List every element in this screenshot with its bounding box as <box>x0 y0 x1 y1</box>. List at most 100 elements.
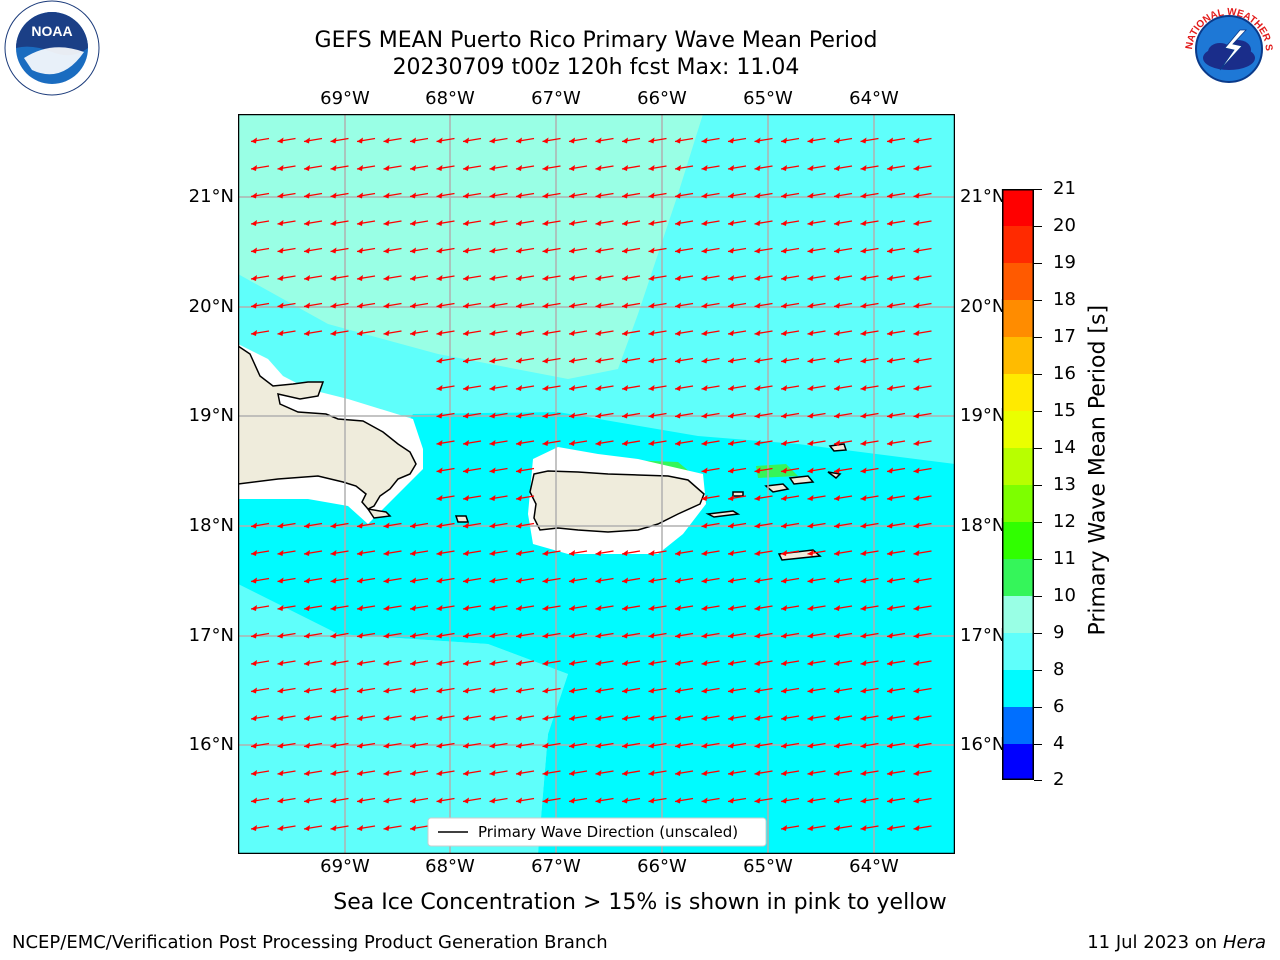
wave-arrow <box>701 385 720 391</box>
wave-arrow <box>780 275 800 281</box>
nws-logo: NATIONAL WEATHER SERVICE <box>1176 0 1278 98</box>
wave-arrow <box>621 192 641 199</box>
wave-arrow <box>621 715 641 721</box>
band-8-9-southwest <box>238 584 568 854</box>
wave-arrow <box>462 440 482 446</box>
wave-arrow <box>383 165 402 171</box>
wave-arrow <box>436 495 455 501</box>
wave-arrow <box>727 550 747 556</box>
wave-arrow <box>436 220 455 226</box>
wave-arrow <box>515 605 535 611</box>
wave-arrow <box>330 770 349 776</box>
wave-arrow <box>701 302 720 309</box>
wave-arrow <box>462 770 482 776</box>
wave-arrow <box>489 275 508 281</box>
wave-arrow <box>303 275 323 281</box>
wave-arrow <box>833 825 853 831</box>
wave-arrow <box>860 385 879 391</box>
lon-label-bottom: 67°W <box>531 856 581 877</box>
wave-arrow <box>833 165 853 171</box>
wave-arrow <box>913 385 932 391</box>
wave-arrow <box>489 660 508 666</box>
wave-arrow <box>621 632 641 639</box>
colorbar-tick-label: 13 <box>1053 474 1076 495</box>
wave-arrow <box>701 330 720 336</box>
wave-arrow <box>277 275 296 281</box>
wave-arrow <box>833 247 853 254</box>
wave-arrow <box>542 770 561 776</box>
wave-arrow <box>462 715 482 721</box>
wave-arrow <box>303 605 323 611</box>
wave-arrow <box>436 412 455 419</box>
wave-arrow <box>621 577 641 584</box>
wave-arrow <box>727 797 747 804</box>
wave-arrow <box>780 467 800 474</box>
wave-arrow <box>886 137 906 144</box>
colorbar-swatch <box>1002 300 1034 337</box>
wave-arrow <box>621 412 641 419</box>
wave-arrow <box>330 605 349 611</box>
wave-arrow <box>515 632 535 639</box>
wave-arrow <box>330 550 349 556</box>
wave-arrow <box>409 192 429 199</box>
footer-host: Hera <box>1222 932 1266 953</box>
wave-arrow <box>462 660 482 666</box>
wave-arrow <box>860 550 879 556</box>
wave-arrow <box>913 632 932 639</box>
wave-arrow <box>807 522 826 529</box>
wave-arrow <box>754 412 773 419</box>
wave-arrow <box>913 357 932 364</box>
wave-arrow <box>595 577 614 584</box>
wave-arrow <box>833 770 853 776</box>
lat-label-right: 21°N <box>960 186 1006 207</box>
wave-arrow <box>595 440 614 446</box>
hispaniola-land <box>237 344 417 510</box>
wave-arrow <box>674 220 694 226</box>
colorbar-tick-label: 20 <box>1053 215 1076 236</box>
wave-arrow <box>621 660 641 666</box>
wave-arrow <box>462 357 482 364</box>
wave-arrow <box>913 770 932 776</box>
wave-arrow <box>807 275 826 281</box>
wave-arrow <box>489 467 508 474</box>
wave-arrow <box>462 687 482 694</box>
wave-arrow <box>701 742 720 749</box>
wave-arrow <box>674 605 694 611</box>
wave-arrow <box>754 687 773 694</box>
wave-arrow <box>542 137 561 144</box>
wave-arrow <box>462 165 482 171</box>
wave-arrow <box>383 605 402 611</box>
wave-arrow <box>489 797 508 804</box>
wave-arrow <box>727 605 747 611</box>
wave-arrow <box>595 220 614 226</box>
wave-arrow <box>568 715 588 721</box>
wave-arrow <box>595 715 614 721</box>
wave-arrow <box>277 192 296 199</box>
colorbar-tick-label: 18 <box>1053 289 1076 310</box>
lon-label-top: 68°W <box>425 88 475 109</box>
wave-arrow <box>727 302 747 309</box>
colorbar-tick-label: 21 <box>1053 178 1076 199</box>
wave-arrow <box>542 742 561 749</box>
wave-arrow <box>303 165 323 171</box>
wave-arrow <box>330 247 349 254</box>
wave-arrow <box>860 715 879 721</box>
wave-arrow <box>462 247 482 254</box>
wave-arrow <box>913 220 932 226</box>
band-9-10 <box>238 114 703 379</box>
wave-arrow <box>303 742 323 749</box>
wave-arrow <box>886 412 906 419</box>
wave-arrow <box>621 165 641 171</box>
wave-arrow <box>833 605 853 611</box>
wave-arrow <box>330 165 349 171</box>
wave-arrow <box>277 742 296 749</box>
wave-arrow <box>913 412 932 419</box>
wave-arrow <box>330 715 349 721</box>
wave-arrow <box>833 192 853 199</box>
wave-arrow <box>913 330 932 336</box>
wave-arrow <box>462 632 482 639</box>
wave-arrow <box>595 247 614 254</box>
wave-arrow <box>886 275 906 281</box>
lon-label-bottom: 69°W <box>320 856 370 877</box>
wave-arrow <box>568 605 588 611</box>
